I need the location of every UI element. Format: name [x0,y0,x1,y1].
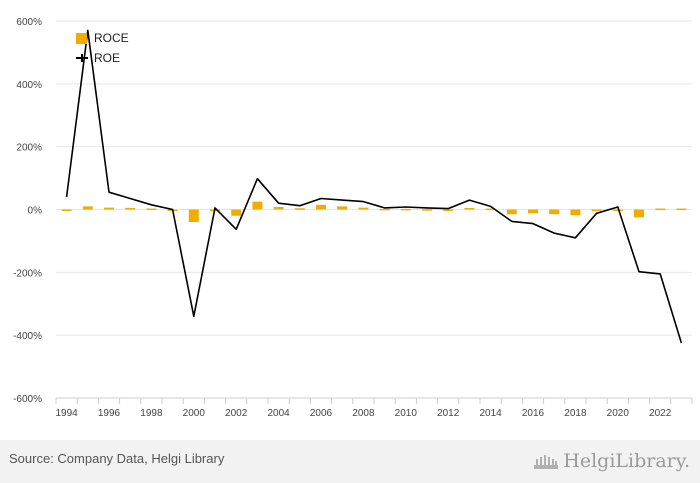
roce-bar [422,209,432,211]
roce-bar [655,208,666,211]
roce-bar [82,206,93,210]
y-tick-label: 0% [28,206,43,217]
y-tick-label: 600% [16,17,42,28]
x-tick-label: 2004 [267,408,290,419]
legend: ROCE ROE [76,28,129,68]
roce-bar [528,209,538,214]
roce-bar [676,208,687,211]
source-note: Source: Company Data, Helgi Library [9,451,225,466]
y-tick-label: 200% [16,143,42,154]
x-tick-label: 2010 [395,408,418,419]
roce-bar [485,208,496,211]
roce-bar [337,206,348,210]
roce-bar [61,209,72,211]
chart-canvas: 600% 400% 200% 0% -200% -400% -600% 1994 1996 199… [13,17,693,419]
roce-bar [443,209,454,211]
roce-bar [188,209,199,223]
x-tick-label: 2012 [437,408,460,419]
roce-bar [273,206,284,210]
roce-bar [591,209,602,211]
legend-swatch-roe [76,54,88,62]
x-tick-label: 2006 [310,408,333,419]
chart: 600% 400% 200% 0% -200% -400% -600% 1994 1996 199… [13,17,693,419]
footer: Source: Company Data, Helgi Library Helg… [0,440,700,483]
roce-bar [294,208,305,210]
legend-label-roce: ROCE [94,31,129,45]
x-tick-label: 2020 [607,408,630,419]
roce-bar [379,208,390,211]
library-building-icon [534,455,559,469]
y-tick-label: -400% [13,331,42,342]
y-tick-label: -200% [13,268,42,279]
roce-bar [252,201,263,210]
roce-bar [612,209,623,211]
roce-bar [634,209,644,218]
x-tick-label: 1998 [140,408,163,419]
legend-item-roce: ROCE [76,28,129,48]
roce-bar [506,209,517,215]
x-tick-label: 2008 [352,408,375,419]
roce-bar [316,204,326,210]
roce-bar [104,207,114,210]
x-tick-label: 2002 [225,408,248,419]
x-tick-label: 1994 [55,408,78,419]
x-tick-label: 2014 [479,408,502,419]
roce-bar [549,209,560,215]
roce-bar [400,208,411,211]
x-tick-label: 2000 [183,408,206,419]
legend-item-roe: ROE [76,48,129,68]
roe-line [65,29,683,344]
roce-bar [146,208,157,211]
roce-bar [464,207,475,210]
roce-bar [231,209,242,216]
roce-bar [125,207,136,210]
x-tick-label: 2022 [649,408,672,419]
legend-swatch-roce [76,32,87,44]
y-tick-label: 400% [16,80,42,91]
brand-logo: HelgiLibrary. [533,447,690,475]
x-tick-label: 2018 [564,408,587,419]
legend-label-roe: ROE [94,51,121,65]
roce-bar [570,209,581,216]
x-tick-label: 2016 [522,408,545,419]
x-tick-label: 1996 [98,408,121,419]
brand-name: HelgiLibrary. [563,450,690,472]
y-tick-label: -600% [13,394,42,405]
roce-bar [358,207,369,210]
